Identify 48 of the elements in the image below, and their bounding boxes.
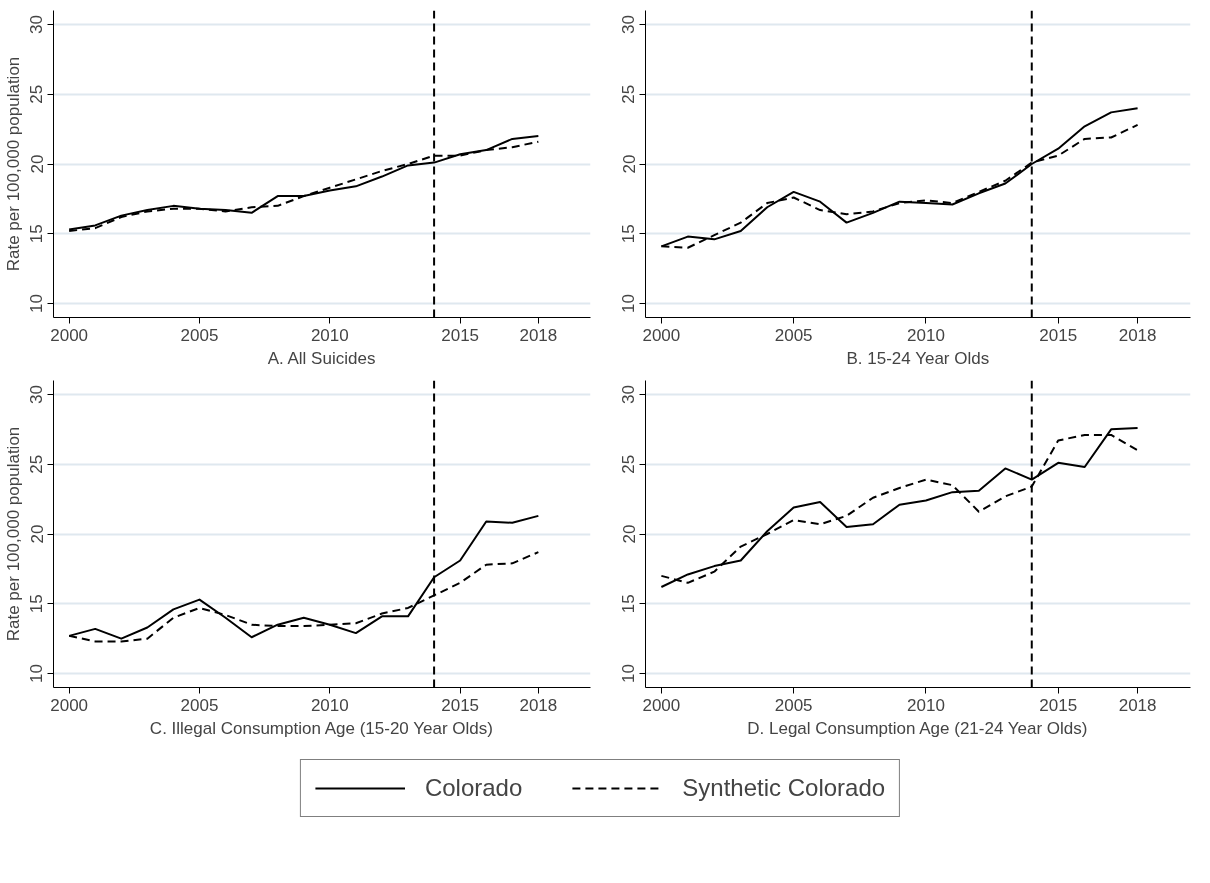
x-tick-label: 2000 — [642, 695, 681, 715]
y-tick-label: 25 — [619, 454, 639, 474]
y-tick-label: 20 — [27, 524, 47, 544]
x-tick-label: 2005 — [180, 695, 219, 715]
x-tick-label: 2005 — [774, 325, 813, 345]
y-tick-label: 15 — [619, 224, 639, 244]
y-tick-label: 15 — [27, 594, 47, 614]
x-tick-label: 2000 — [50, 325, 89, 345]
x-tick-label: 2005 — [774, 695, 813, 715]
x-axis-title: B. 15-24 Year Olds — [846, 348, 990, 368]
y-tick-label: 10 — [27, 294, 47, 313]
y-tick-label: 10 — [619, 294, 639, 313]
y-tick-label: 25 — [619, 84, 639, 104]
x-tick-label: 2015 — [1039, 325, 1078, 345]
y-tick-label: 20 — [619, 524, 639, 544]
x-axis-title: A. All Suicides — [267, 348, 376, 368]
legend-label: Synthetic Colorado — [682, 773, 886, 802]
x-tick-label: 2018 — [519, 325, 558, 345]
x-tick-label: 2018 — [519, 695, 558, 715]
y-tick-label: 25 — [27, 454, 47, 474]
y-tick-label: 15 — [27, 224, 47, 244]
x-tick-label: 2015 — [441, 695, 480, 715]
y-axis-title: Rate per 100,000 population — [3, 56, 23, 272]
x-tick-label: 2010 — [310, 325, 349, 345]
x-tick-label: 2010 — [907, 325, 945, 345]
y-tick-label: 30 — [619, 384, 639, 404]
y-tick-label: 30 — [27, 14, 47, 34]
x-tick-label: 2010 — [310, 695, 349, 715]
y-tick-label: 20 — [27, 154, 47, 174]
y-tick-label: 15 — [619, 594, 639, 614]
x-tick-label: 2015 — [441, 325, 480, 345]
y-tick-label: 30 — [27, 384, 47, 404]
y-tick-label: 25 — [27, 84, 47, 104]
y-tick-label: 10 — [27, 664, 47, 683]
y-tick-label: 30 — [619, 14, 639, 34]
legend-label: Colorado — [424, 773, 523, 802]
x-tick-label: 2000 — [50, 695, 89, 715]
x-axis-title: D. Legal Consumption Age (21-24 Year Olds) — [747, 718, 1088, 738]
x-tick-label: 2018 — [1118, 695, 1157, 715]
x-tick-label: 2015 — [1039, 695, 1078, 715]
y-tick-label: 20 — [619, 154, 639, 174]
x-tick-label: 2000 — [642, 325, 681, 345]
x-tick-label: 2018 — [1118, 325, 1157, 345]
x-tick-label: 2010 — [907, 695, 945, 715]
x-tick-label: 2005 — [180, 325, 219, 345]
x-axis-title: C. Illegal Consumption Age (15-20 Year Olds) — [149, 718, 493, 738]
y-tick-label: 10 — [619, 664, 639, 683]
y-axis-title: Rate per 100,000 population — [3, 426, 23, 642]
